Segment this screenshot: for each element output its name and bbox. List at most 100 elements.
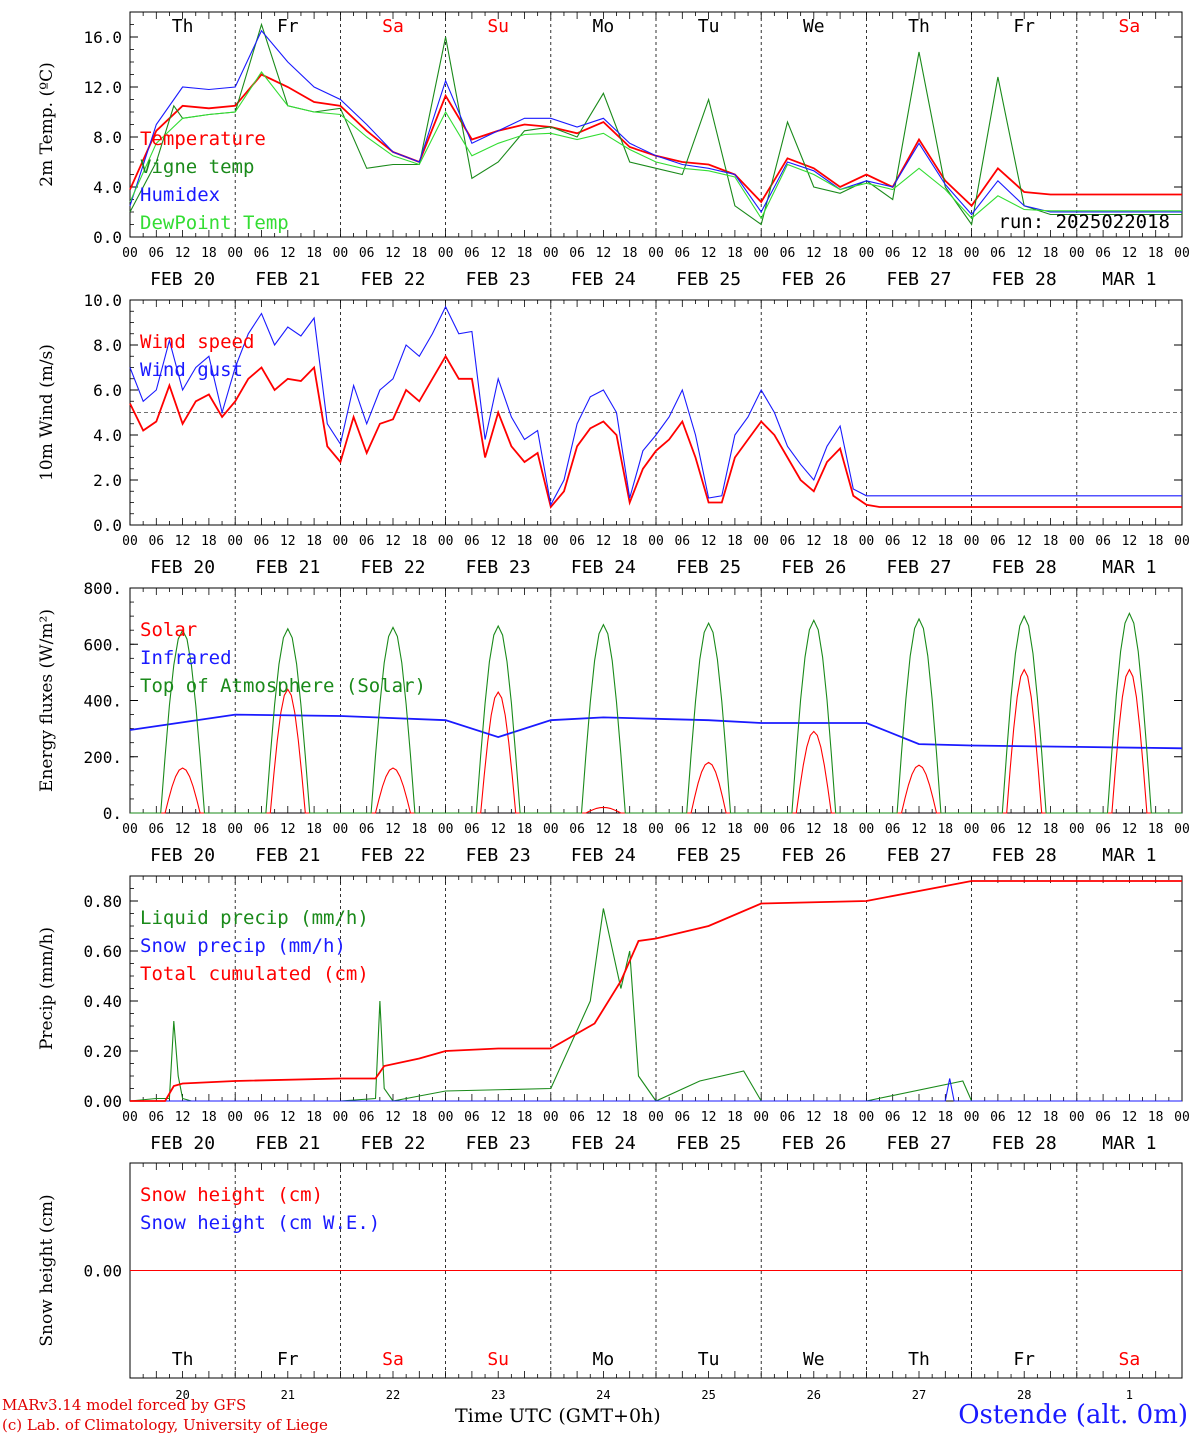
panel1-hour-label: 06: [569, 246, 585, 261]
panel1-hour-label: 12: [701, 246, 717, 261]
panel3-date-label: MAR 1: [1102, 845, 1156, 866]
panel1-day-name: Th: [908, 16, 930, 37]
panel3-date-label: FEB 20: [150, 845, 215, 866]
panel3-hour-label: 06: [990, 822, 1006, 837]
panel4-hour-label: 06: [990, 1110, 1006, 1125]
panel4-legend-entry: Total cumulated (cm): [140, 963, 369, 985]
panel1-hour-label: 18: [727, 246, 743, 261]
panel2-date-label: FEB 24: [571, 557, 636, 578]
panel2-hour-label: 00: [543, 534, 559, 549]
panel3-ytick-label: 200.: [83, 748, 122, 767]
panel4-hour-label: 00: [227, 1110, 243, 1125]
panel1-hour-label: 12: [911, 246, 927, 261]
panel2-hour-label: 18: [306, 534, 322, 549]
panel1-hour-label: 00: [543, 246, 559, 261]
panel1-day-name: Sa: [382, 16, 404, 37]
panel3-hour-label: 18: [1148, 822, 1164, 837]
panel1-ytick-label: 12.0: [83, 78, 122, 97]
panel4-hour-label: 06: [885, 1110, 901, 1125]
panel2-hour-label: 06: [990, 534, 1006, 549]
panel2-legend-entry: Wind gust: [140, 359, 243, 381]
panel1-hour-label: 18: [832, 246, 848, 261]
panel1-hour-label: 12: [806, 246, 822, 261]
panel4-legend-entry: Snow precip (mm/h): [140, 935, 346, 957]
panel3-ytick-label: 400.: [83, 692, 122, 711]
panel1-hour-label: 06: [885, 246, 901, 261]
panel4-series-total-cumulated-cm: [130, 880, 1182, 1102]
panel1-hour-label: 06: [254, 246, 270, 261]
panel1-hour-label: 06: [359, 246, 375, 261]
panel2-hour-label: 18: [201, 534, 217, 549]
panel4-date-label: FEB 23: [466, 1133, 531, 1154]
panel4-hour-label: 00: [753, 1110, 769, 1125]
panel3-hour-label: 18: [727, 822, 743, 837]
panel2-hour-label: 12: [806, 534, 822, 549]
panel1-run-annotation: run: 2025022018: [998, 211, 1170, 233]
panel2-hour-label: 12: [596, 534, 612, 549]
panel4-ytick-label: 0.80: [83, 892, 122, 911]
panel3-hour-label: 12: [175, 822, 191, 837]
panel1-date-label: FEB 20: [150, 269, 215, 290]
panel4-date-label: FEB 28: [992, 1133, 1057, 1154]
panel2-hour-label: 18: [727, 534, 743, 549]
panel4-hour-label: 12: [1122, 1110, 1138, 1125]
panel3-hour-label: 06: [254, 822, 270, 837]
panel2-date-label: MAR 1: [1102, 557, 1156, 578]
panel4-hour-label: 12: [490, 1110, 506, 1125]
panel3-date-label: FEB 27: [886, 845, 951, 866]
panel1-hour-label: 18: [411, 246, 427, 261]
panel4-hour-label: 00: [333, 1110, 349, 1125]
panel4-hour-label: 18: [937, 1110, 953, 1125]
panel1-hour-label: 00: [333, 246, 349, 261]
panel1-hour-label: 18: [1043, 246, 1059, 261]
panel1-hour-label: 06: [148, 246, 164, 261]
panel2-hour-label: 12: [911, 534, 927, 549]
panel1-hour-label: 00: [648, 246, 664, 261]
panel4-hour-label: 18: [1043, 1110, 1059, 1125]
panel4-hour-label: 00: [859, 1110, 875, 1125]
panel2-hour-label: 18: [1043, 534, 1059, 549]
panel1-ylabel: 2m Temp. (ºC): [37, 62, 57, 187]
panel5-day-number: 23: [491, 1388, 505, 1402]
panel3-ytick-label: 800.: [83, 579, 122, 598]
panel4-hour-label: 12: [701, 1110, 717, 1125]
panel1-date-label: MAR 1: [1102, 269, 1156, 290]
panel2-ytick-label: 8.0: [93, 336, 122, 355]
panel4-hour-label: 06: [569, 1110, 585, 1125]
panel4-hour-label: 06: [674, 1110, 690, 1125]
panel2-hour-label: 18: [937, 534, 953, 549]
panel2-hour-label: 18: [832, 534, 848, 549]
panel5-day-name: Mo: [593, 1349, 615, 1370]
panel2-hour-label: 00: [648, 534, 664, 549]
panel1-date-label: FEB 22: [360, 269, 425, 290]
panel1-hour-label: 18: [622, 246, 638, 261]
panel1-hour-label: 00: [438, 246, 454, 261]
panel3-hour-label: 00: [964, 822, 980, 837]
panel3-date-label: FEB 28: [992, 845, 1057, 866]
panel3-series-infrared: [129, 713, 1183, 750]
panel3-hour-label: 18: [937, 822, 953, 837]
panel2-hour-label: 06: [885, 534, 901, 549]
panel4-hour-label: 12: [911, 1110, 927, 1125]
panel3-hour-label: 12: [806, 822, 822, 837]
panel1-hour-label: 00: [122, 246, 138, 261]
panel1-date-label: FEB 23: [466, 269, 531, 290]
panel5-legend-entry: Snow height (cm W.E.): [140, 1212, 380, 1234]
panel1-day-name: Sa: [1119, 16, 1141, 37]
panel4-hour-label: 06: [148, 1110, 164, 1125]
panel5-day-name: Fr: [1013, 1349, 1035, 1370]
panel1-hour-label: 18: [201, 246, 217, 261]
panel4-hour-label: 06: [780, 1110, 796, 1125]
panel3-hour-label: 18: [201, 822, 217, 837]
panel4-hour-label: 18: [517, 1110, 533, 1125]
panel4-hour-label: 00: [1069, 1110, 1085, 1125]
panel3-hour-label: 00: [333, 822, 349, 837]
panel1-series-vigne-temp: [129, 22, 1182, 226]
panel4-hour-label: 06: [254, 1110, 270, 1125]
panel2-date-label: FEB 27: [886, 557, 951, 578]
panel4-date-label: FEB 20: [150, 1133, 215, 1154]
panel3-hour-label: 06: [885, 822, 901, 837]
panel4-legend-entry: Liquid precip (mm/h): [140, 907, 369, 929]
panel3-ylabel: Energy fluxes (W/m²): [37, 609, 57, 792]
panel3-date-label: FEB 23: [466, 845, 531, 866]
